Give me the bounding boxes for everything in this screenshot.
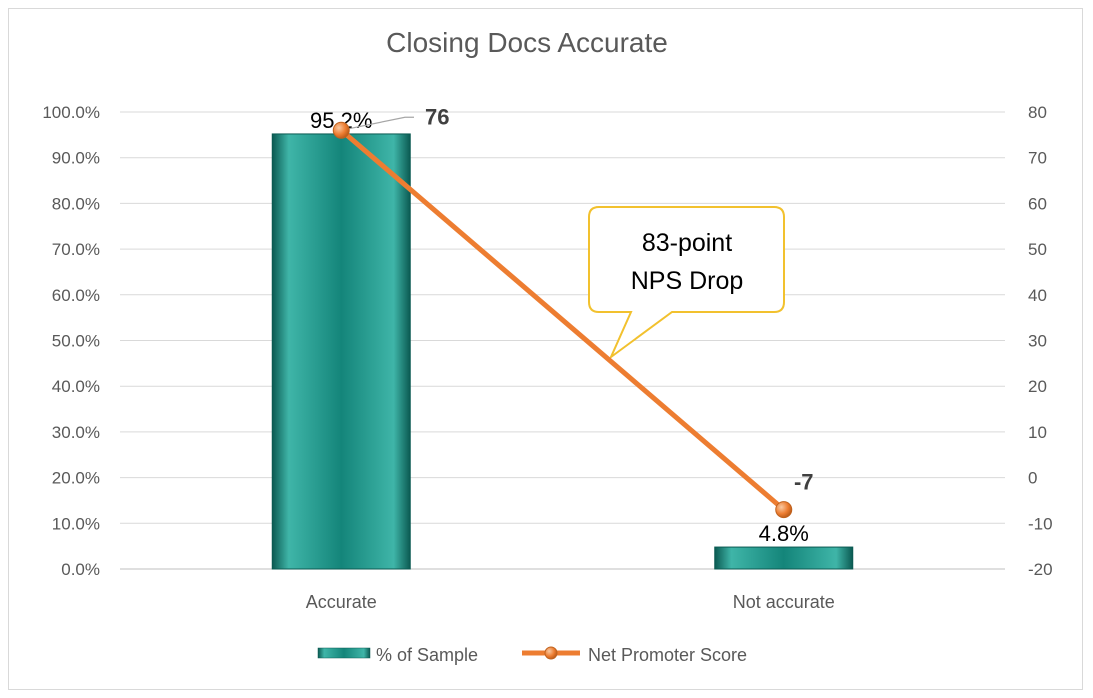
category-labels: Accurate Not accurate (306, 592, 835, 612)
left-tick-label: 30.0% (52, 423, 100, 442)
callout-bubble (588, 206, 785, 361)
callout-line-2: NPS Drop (631, 267, 744, 295)
right-tick-label: 80 (1028, 103, 1047, 122)
right-tick-label: 70 (1028, 149, 1047, 168)
legend-bar-label: % of Sample (376, 645, 478, 665)
left-tick-label: 100.0% (42, 103, 100, 122)
right-tick-label: 0 (1028, 469, 1037, 488)
right-tick-label: 40 (1028, 286, 1047, 305)
bar (714, 546, 854, 570)
right-tick-label: 60 (1028, 194, 1047, 213)
callout: 83-point NPS Drop (588, 206, 785, 361)
left-tick-label: 10.0% (52, 514, 100, 533)
bar-data-label: 4.8% (759, 521, 809, 546)
bars: 95.2%4.8% (271, 108, 854, 570)
left-tick-label: 90.0% (52, 149, 100, 168)
gridlines (120, 111, 1005, 524)
left-tick-label: 20.0% (52, 469, 100, 488)
left-tick-label: 40.0% (52, 377, 100, 396)
left-tick-label: 50.0% (52, 332, 100, 351)
right-tick-label: 50 (1028, 240, 1047, 259)
legend-bar-swatch (317, 647, 371, 659)
left-tick-label: 0.0% (61, 560, 100, 579)
right-axis-ticks: -20 -10 0 10 20 30 40 50 60 70 80 (1028, 103, 1053, 579)
bar (271, 133, 411, 570)
chart-title: Closing Docs Accurate (386, 27, 668, 58)
right-tick-label: 30 (1028, 332, 1047, 351)
right-tick-label: 10 (1028, 423, 1047, 442)
nps-line (338, 127, 787, 513)
category-label: Not accurate (733, 592, 835, 612)
left-axis-ticks: 0.0% 10.0% 20.0% 30.0% 40.0% 50.0% 60.0% 70.0% 8… (42, 103, 100, 579)
nps-point (775, 501, 793, 519)
left-tick-label: 70.0% (52, 240, 100, 259)
nps-data-label: 76 (425, 104, 449, 129)
nps-point (332, 121, 350, 139)
callout-line-1: 83-point (642, 229, 732, 257)
right-tick-label: 20 (1028, 377, 1047, 396)
left-tick-label: 60.0% (52, 286, 100, 305)
chart-frame (8, 8, 1083, 690)
right-tick-label: -20 (1028, 560, 1053, 579)
nps-data-label: -7 (794, 470, 814, 495)
nps-line-series: 76 -7 (332, 104, 814, 519)
left-tick-label: 80.0% (52, 194, 100, 213)
legend-line-marker (544, 646, 558, 660)
legend: % of Sample Net Promoter Score (317, 645, 747, 665)
category-label: Accurate (306, 592, 377, 612)
legend-line-label: Net Promoter Score (588, 645, 747, 665)
right-tick-label: -10 (1028, 514, 1053, 533)
label-leader-line (341, 116, 414, 131)
